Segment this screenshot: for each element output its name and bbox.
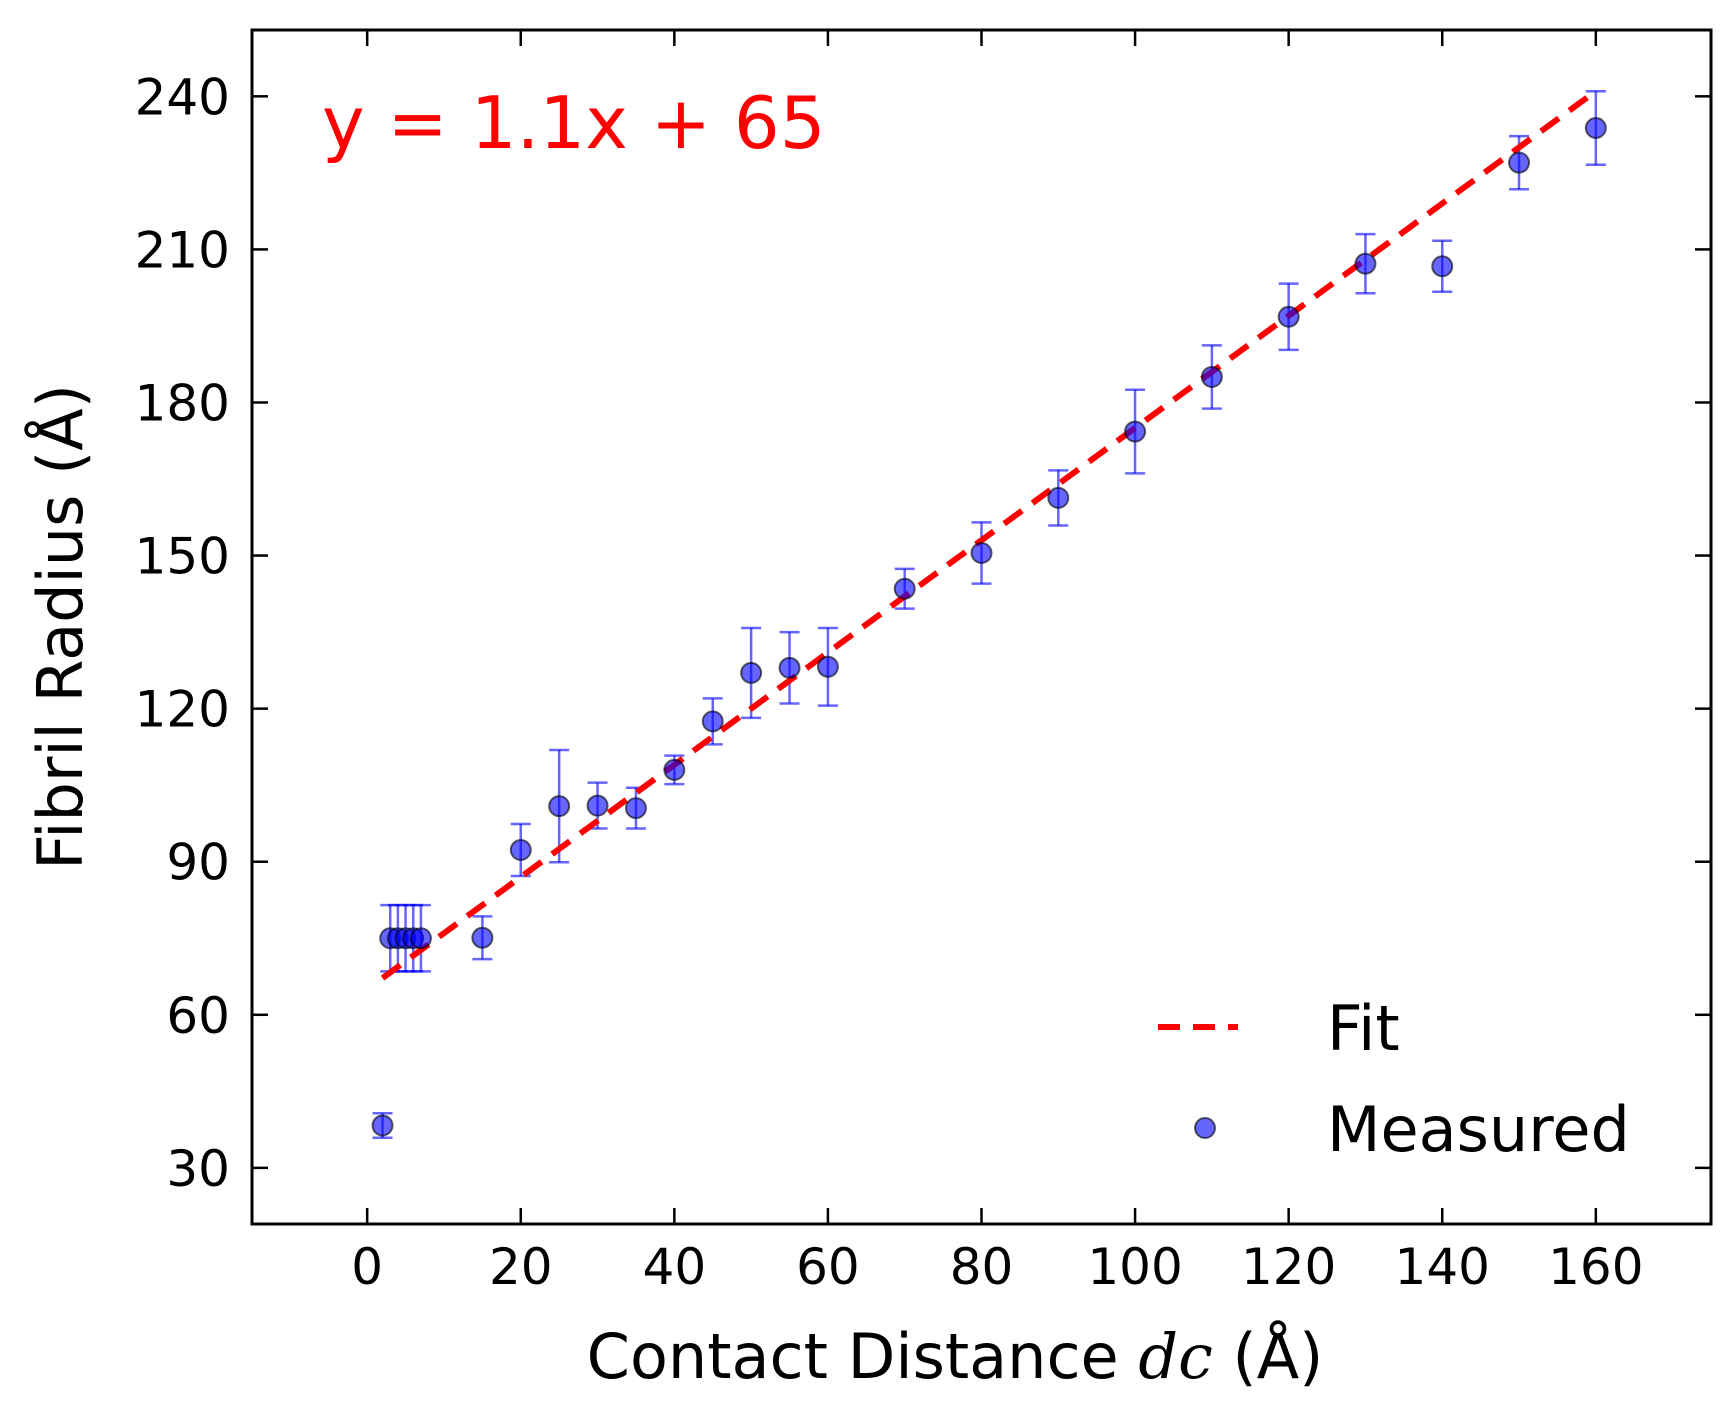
y-tick-label: 150: [135, 528, 230, 586]
x-tick-label: 100: [1087, 1238, 1182, 1296]
x-tick-label: 120: [1241, 1238, 1336, 1296]
x-axis-label-suffix: (Å): [1213, 1320, 1324, 1393]
y-axis-label: Fibril Radius (Å): [24, 384, 97, 870]
legend: Fit Measured: [1158, 992, 1630, 1166]
data-point: [663, 758, 686, 781]
x-axis-label: Contact Distance dc (Å): [587, 1320, 1324, 1393]
x-tick-label: 40: [643, 1238, 707, 1296]
data-point: [548, 795, 571, 818]
data-point: [624, 797, 647, 820]
data-point: [1508, 151, 1531, 174]
x-tick-label: 80: [950, 1238, 1014, 1296]
data-point: [1047, 486, 1070, 509]
data-point: [371, 1114, 394, 1137]
data-point: [1124, 420, 1147, 443]
legend-fit-label: Fit: [1327, 992, 1400, 1065]
plot-marks: [371, 88, 1607, 1140]
x-tick-label: 0: [351, 1238, 383, 1296]
data-point: [586, 794, 609, 817]
x-axis-label-prefix: Contact Distance: [587, 1320, 1139, 1393]
legend-measured-label: Measured: [1327, 1093, 1630, 1166]
y-tick-label: 210: [135, 221, 230, 279]
data-point: [1584, 116, 1607, 139]
x-axis-label-variable: dc: [1138, 1320, 1212, 1393]
x-tick-label: 20: [489, 1238, 553, 1296]
data-point: [471, 926, 494, 949]
data-point: [893, 577, 916, 600]
data-point: [1200, 365, 1223, 388]
data-point: [409, 927, 432, 950]
annotation-equation: y = 1.1x + 65: [322, 81, 826, 165]
fit-line: [380, 88, 1598, 981]
axis-ticks: 0 20 40 60 80 100 120 140 160 30 60 90 120 150 180 210 2…: [135, 30, 1711, 1296]
x-tick-label: 140: [1395, 1238, 1490, 1296]
y-tick-label: 60: [166, 987, 230, 1045]
data-point: [778, 656, 801, 679]
y-tick-label: 120: [135, 681, 230, 739]
data-point: [1431, 255, 1454, 278]
y-tick-label: 240: [135, 68, 230, 126]
data-point: [740, 661, 763, 684]
y-tick-label: 180: [135, 374, 230, 432]
data-point: [1354, 252, 1377, 275]
x-tick-label: 60: [796, 1238, 860, 1296]
y-tick-label: 30: [166, 1140, 230, 1198]
data-point: [970, 542, 993, 565]
legend-measured-swatch: [1194, 1117, 1216, 1139]
data-point: [1277, 305, 1300, 328]
x-tick-label: 160: [1548, 1238, 1643, 1296]
data-point: [701, 710, 724, 733]
data-point: [509, 838, 532, 861]
y-tick-label: 90: [166, 834, 230, 892]
data-point: [816, 655, 839, 678]
